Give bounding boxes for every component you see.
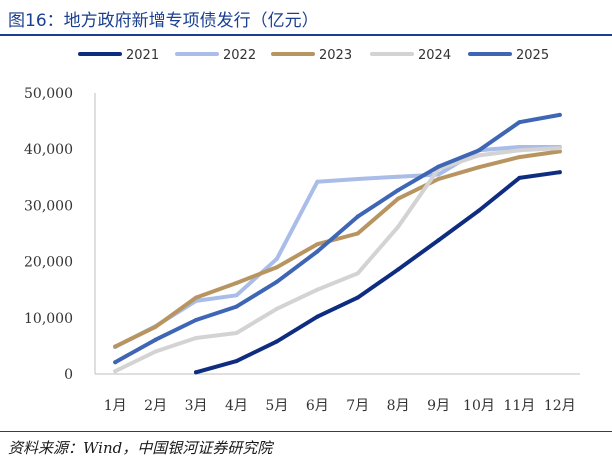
y-tick-label: 0 xyxy=(64,367,73,383)
data-point xyxy=(194,370,198,375)
x-tick-label: 8月 xyxy=(387,398,410,414)
data-point xyxy=(355,295,360,300)
series-line-2023 xyxy=(113,149,562,349)
chart-legend: 2021 2022 2023 2024 2025 xyxy=(78,48,549,63)
data-point xyxy=(315,242,320,247)
x-axis-ticks: 1月 2月 3月 4月 5月 6月 7月 8月 9月 10月 11月 12月 xyxy=(104,398,576,414)
x-tick-label: 11月 xyxy=(503,398,535,414)
data-point xyxy=(274,339,279,344)
data-point xyxy=(436,164,441,169)
data-point xyxy=(436,238,441,243)
y-tick-label: 10,000 xyxy=(24,311,73,327)
data-point xyxy=(234,304,239,309)
data-point xyxy=(355,177,360,181)
series-line-2024 xyxy=(113,146,562,374)
data-point xyxy=(113,369,118,374)
x-tick-label: 10月 xyxy=(463,398,495,414)
data-point xyxy=(194,336,198,340)
data-point xyxy=(355,271,360,276)
y-tick-label: 50,000 xyxy=(24,86,73,102)
data-point xyxy=(315,249,320,254)
data-point xyxy=(153,349,158,354)
legend-item-2023: 2023 xyxy=(271,48,352,63)
legend-label: 2023 xyxy=(319,48,352,63)
legend-item-2024: 2024 xyxy=(370,48,451,63)
source-note: 资料来源：Wind，中国银河证券研究院 xyxy=(8,439,273,457)
x-tick-label: 9月 xyxy=(427,398,450,414)
source-divider xyxy=(0,431,612,432)
data-point xyxy=(557,112,562,117)
series-2024 xyxy=(113,146,562,374)
legend-label: 2025 xyxy=(516,48,549,63)
data-point xyxy=(234,359,239,364)
series-2021 xyxy=(194,170,562,375)
data-point xyxy=(557,146,562,151)
data-point xyxy=(477,148,481,153)
data-point xyxy=(396,196,401,201)
legend-item-2025: 2025 xyxy=(468,48,549,63)
series-line-2021 xyxy=(194,170,562,375)
data-point xyxy=(274,306,279,311)
y-tick-label: 20,000 xyxy=(24,255,73,271)
data-point xyxy=(517,155,522,160)
data-point xyxy=(113,360,118,365)
data-point xyxy=(315,179,320,184)
y-tick-label: 30,000 xyxy=(24,198,73,214)
data-point xyxy=(234,331,239,335)
data-point xyxy=(194,295,198,300)
data-point xyxy=(396,267,401,272)
data-point xyxy=(477,165,481,170)
x-tick-label: 5月 xyxy=(265,398,288,414)
data-point xyxy=(436,177,441,181)
legend-item-2022: 2022 xyxy=(175,48,256,63)
data-point xyxy=(557,170,562,175)
series-line-2025 xyxy=(113,112,562,365)
x-tick-label: 6月 xyxy=(306,398,329,414)
y-axis-ticks: 0 10,000 20,000 30,000 40,000 50,000 xyxy=(24,86,73,383)
x-tick-label: 3月 xyxy=(185,398,208,414)
data-point xyxy=(477,153,481,158)
y-tick-label: 40,000 xyxy=(24,142,73,158)
data-point xyxy=(517,148,522,153)
data-point xyxy=(396,188,401,193)
data-point xyxy=(153,337,158,342)
x-tick-label: 12月 xyxy=(544,398,576,414)
legend-label: 2024 xyxy=(418,48,451,63)
data-point xyxy=(315,314,320,319)
x-tick-label: 1月 xyxy=(104,398,127,414)
data-point xyxy=(517,120,522,125)
legend-item-2021: 2021 xyxy=(78,48,159,63)
data-point xyxy=(194,318,198,322)
data-point xyxy=(234,281,239,285)
chart-title: 图16：地方政府新增专项债发行（亿元） xyxy=(8,11,319,31)
data-point xyxy=(153,324,158,329)
series-line-2022 xyxy=(113,145,562,349)
legend-label: 2022 xyxy=(223,48,256,63)
x-tick-label: 2月 xyxy=(144,398,167,414)
chart-series xyxy=(113,112,562,375)
title-divider xyxy=(0,34,612,36)
data-point xyxy=(517,175,522,180)
series-2023 xyxy=(113,149,562,349)
x-tick-label: 4月 xyxy=(225,398,248,414)
data-point xyxy=(396,224,401,229)
data-point xyxy=(557,149,562,154)
data-point xyxy=(517,145,522,149)
data-point xyxy=(477,208,481,213)
legend-label: 2021 xyxy=(126,48,159,63)
data-point xyxy=(315,287,320,292)
data-point xyxy=(355,214,360,219)
series-2025 xyxy=(113,112,562,365)
data-point xyxy=(355,231,360,236)
data-point xyxy=(274,279,279,284)
data-point xyxy=(113,344,118,349)
series-2022 xyxy=(113,145,562,349)
data-point xyxy=(274,256,279,261)
data-point xyxy=(274,265,279,270)
x-tick-label: 7月 xyxy=(346,398,369,414)
data-point xyxy=(234,293,239,298)
data-point xyxy=(396,174,401,179)
